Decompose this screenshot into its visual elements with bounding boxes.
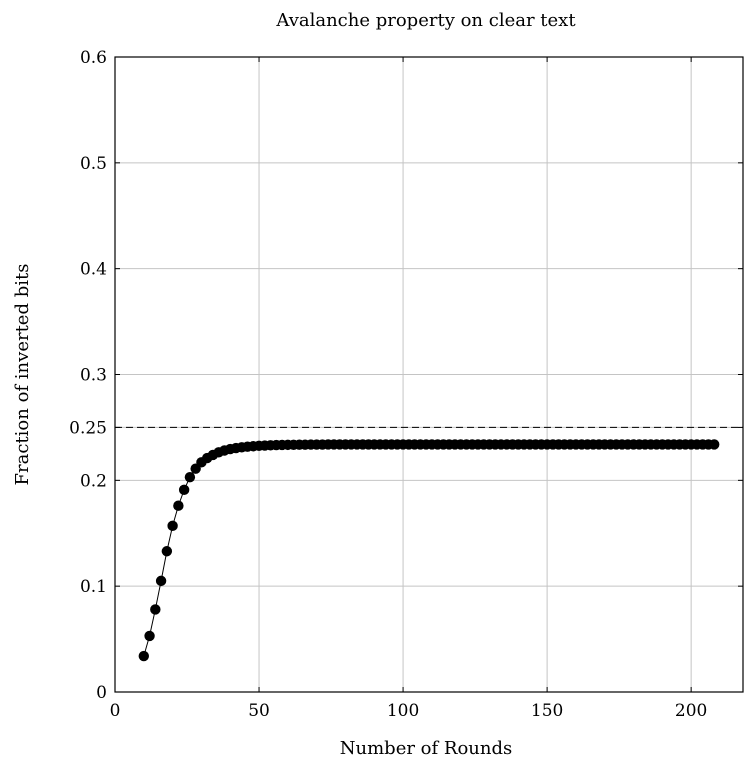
x-tick-label: 50: [248, 701, 270, 721]
axis-tick-labels: 0 50 100 150 200 0 0.1 0.2 0.25 0.3 0.4 0.5 0.6: [69, 48, 707, 721]
y-tick-label: 0.5: [80, 154, 107, 174]
x-tick-label: 150: [531, 701, 563, 721]
y-tick-label: 0.6: [80, 48, 107, 68]
data-point: [167, 520, 178, 532]
data-point: [150, 604, 161, 615]
data-point: [138, 650, 150, 662]
data-point: [184, 471, 196, 483]
y-tick-label: 0.4: [80, 260, 107, 280]
y-tick-label: 0.3: [80, 366, 107, 386]
y-tick-label: 0.2: [80, 471, 107, 491]
data-point: [178, 484, 190, 496]
data-point: [161, 546, 173, 557]
data-point: [144, 630, 155, 642]
data-point: [708, 439, 720, 450]
grid: [115, 57, 743, 692]
y-tick-label: 0: [96, 683, 107, 703]
series-group: [138, 439, 720, 662]
y-axis-title: Fraction of inverted bits: [12, 264, 33, 486]
y-tick-label: 0.1: [80, 577, 107, 597]
axis-ticks: [114, 56, 743, 693]
data-point: [155, 575, 167, 587]
series-line: [143, 443, 715, 657]
chart-title: Avalanche property on clear text: [275, 10, 576, 31]
x-axis-title: Number of Rounds: [340, 738, 512, 759]
data-point: [173, 500, 184, 511]
y-tick-label: 0.25: [69, 418, 107, 438]
x-tick-label: 100: [387, 701, 419, 721]
x-tick-label: 0: [110, 701, 121, 721]
x-tick-label: 200: [675, 701, 707, 721]
